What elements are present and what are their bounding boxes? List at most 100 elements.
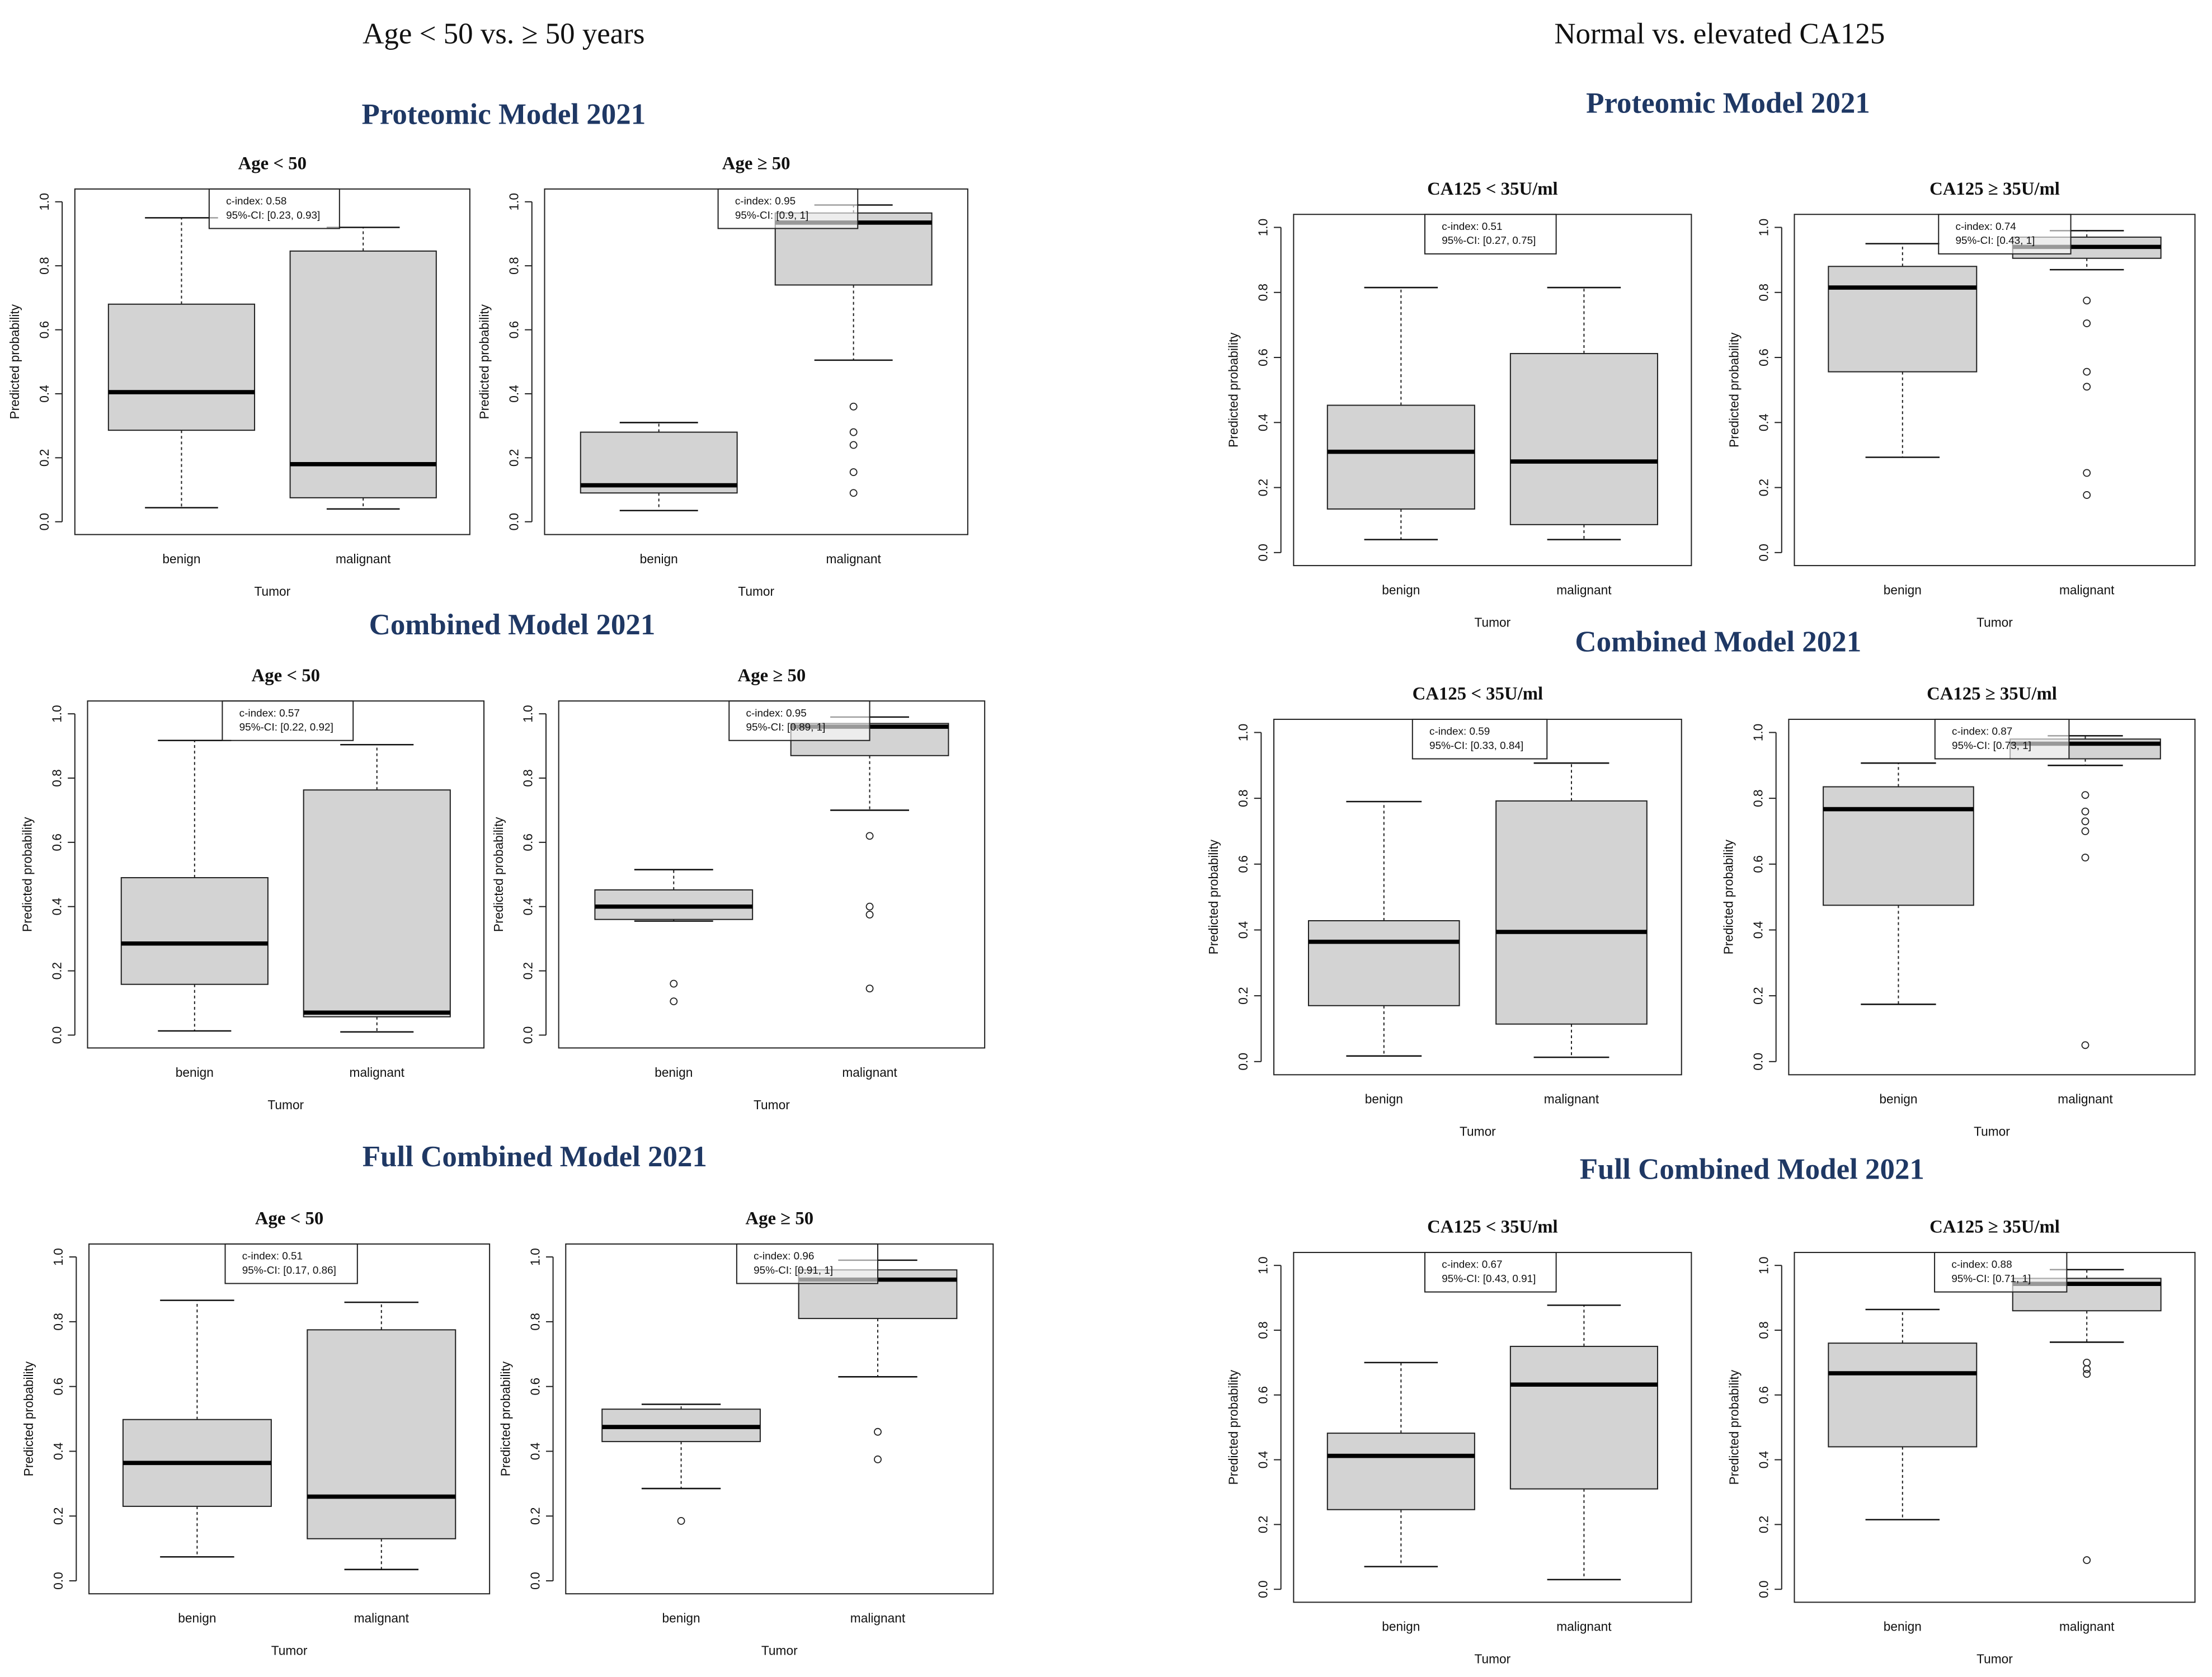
annotation-box <box>1411 718 1548 760</box>
panel-title: Age ≥ 50 <box>738 666 806 686</box>
section-title: Full Combined Model 2021 <box>1580 1153 1924 1185</box>
outlier <box>849 468 858 477</box>
box <box>1326 404 1475 510</box>
box <box>303 789 451 1017</box>
y-tick-label: 0.4 <box>1236 921 1250 939</box>
x-tick-label: malignant <box>2058 1092 2113 1106</box>
x-axis-label: Tumor <box>254 584 290 599</box>
y-tick-label: 0.4 <box>51 1443 65 1461</box>
x-tick-label: benign <box>662 1611 700 1626</box>
box <box>1509 353 1658 525</box>
y-tick-label: 0.2 <box>51 1508 65 1525</box>
box <box>1828 266 1978 373</box>
panel-title: Age < 50 <box>255 1209 323 1229</box>
outlier <box>865 911 874 919</box>
x-tick-label: malignant <box>350 1065 405 1080</box>
y-tick-label: 1.0 <box>51 1248 65 1266</box>
y-tick-label: 0.6 <box>521 833 535 851</box>
outlier <box>2083 491 2091 499</box>
y-axis-label: Predicted probability <box>20 817 35 932</box>
x-tick-label: malignant <box>2059 1619 2115 1634</box>
annotation-text: 95%-CI: [0.17, 0.86] <box>242 1265 336 1276</box>
y-tick-label: 0.0 <box>1255 1580 1270 1598</box>
outlier <box>2081 791 2089 799</box>
outlier <box>2083 1370 2091 1378</box>
annotation-text: 95%-CI: [0.27, 0.75] <box>1442 235 1536 247</box>
panel-title: Age < 50 <box>252 666 320 686</box>
annotation-text: c-index: 0.95 <box>735 196 796 208</box>
outlier <box>2083 319 2091 327</box>
y-tick-label: 0.2 <box>1255 1516 1270 1534</box>
x-axis-label: Tumor <box>754 1097 790 1112</box>
outlier <box>865 832 874 840</box>
outlier <box>677 1517 685 1525</box>
y-tick-label: 0.8 <box>507 257 521 275</box>
x-tick-label: benign <box>1365 1092 1403 1106</box>
y-tick-label: 0.8 <box>521 769 535 787</box>
y-tick-label: 0.2 <box>507 449 521 467</box>
y-tick-label: 0.2 <box>1255 479 1270 497</box>
annotation-box <box>1424 1252 1557 1293</box>
y-tick-label: 0.6 <box>1255 348 1270 366</box>
y-tick-label: 0.8 <box>1255 1321 1270 1339</box>
annotation-text: 95%-CI: [0.43, 0.91] <box>1442 1273 1536 1285</box>
box <box>1828 1342 1978 1448</box>
y-tick-label: 1.0 <box>1757 219 1771 237</box>
outlier <box>2081 817 2089 826</box>
outlier <box>874 1428 882 1436</box>
x-tick-label: malignant <box>1556 582 1612 597</box>
annotation-text: c-index: 0.58 <box>226 196 286 208</box>
y-tick-label: 0.8 <box>1236 789 1250 807</box>
y-tick-label: 0.0 <box>521 1026 535 1044</box>
y-tick-label: 0.8 <box>1750 789 1765 807</box>
x-tick-label: malignant <box>354 1611 410 1626</box>
annotation-box <box>208 188 340 229</box>
y-tick-label: 1.0 <box>1750 724 1765 742</box>
x-axis-label: Tumor <box>738 584 774 599</box>
x-axis-label: Tumor <box>761 1643 798 1658</box>
y-axis-label: Predicted probability <box>1727 332 1742 447</box>
x-tick-label: benign <box>176 1065 214 1080</box>
x-tick-label: benign <box>178 1611 216 1626</box>
box <box>1495 800 1648 1025</box>
annotation-text: c-index: 0.88 <box>1951 1259 2012 1271</box>
y-tick-label: 0.2 <box>37 449 51 467</box>
outlier <box>849 489 858 497</box>
annotation-text: c-index: 0.59 <box>1429 726 1490 738</box>
annotation-box <box>1934 1252 2068 1293</box>
y-tick-label: 0.8 <box>1757 284 1771 302</box>
panel-title: CA125 < 35U/ml <box>1427 179 1557 199</box>
annotation-text: c-index: 0.95 <box>746 708 807 719</box>
annotation-text: c-index: 0.96 <box>754 1251 814 1263</box>
annotation-text: 95%-CI: [0.33, 0.84] <box>1429 740 1523 752</box>
box <box>307 1329 456 1539</box>
outlier <box>2083 383 2091 391</box>
x-axis-label: Tumor <box>271 1643 308 1658</box>
outlier <box>2083 296 2091 305</box>
annotation-text: 95%-CI: [0.89, 1] <box>746 722 826 733</box>
y-tick-label: 0.2 <box>1750 987 1765 1005</box>
section-title: Proteomic Model 2021 <box>362 98 646 130</box>
annotation-text: 95%-CI: [0.71, 1] <box>1951 1273 2031 1285</box>
y-tick-label: 0.4 <box>1757 414 1771 432</box>
annotation-text: 95%-CI: [0.22, 0.92] <box>239 722 333 733</box>
outlier <box>874 1455 882 1463</box>
y-tick-label: 0.2 <box>1757 1516 1771 1534</box>
y-tick-label: 0.4 <box>1750 921 1765 939</box>
annotation-box <box>728 700 870 741</box>
y-tick-label: 0.8 <box>528 1313 542 1331</box>
y-tick-label: 0.8 <box>1757 1321 1771 1339</box>
panel-title: CA125 < 35U/ml <box>1413 684 1543 704</box>
y-axis-label: Predicted probability <box>491 817 506 932</box>
y-tick-label: 0.0 <box>51 1572 65 1590</box>
box <box>1326 1433 1475 1510</box>
y-tick-label: 0.8 <box>50 769 64 787</box>
box <box>1307 920 1460 1006</box>
y-tick-label: 0.8 <box>51 1313 65 1331</box>
outlier <box>2081 807 2089 816</box>
annotation-box <box>224 1243 358 1284</box>
panel-title: Age < 50 <box>238 154 307 174</box>
outlier <box>849 441 858 449</box>
y-axis-label: Predicted probability <box>498 1361 512 1476</box>
